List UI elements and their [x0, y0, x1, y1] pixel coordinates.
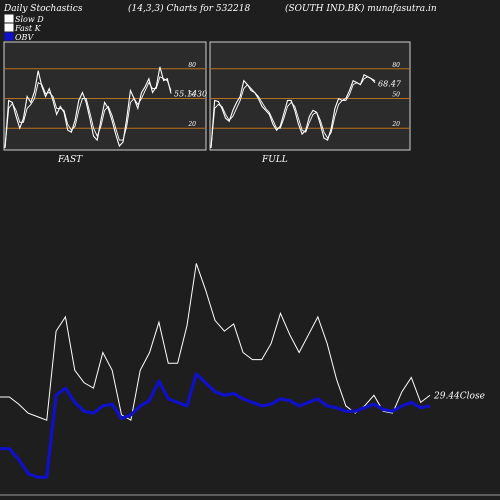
- legend-label-obv: OBV: [15, 33, 34, 42]
- full-series-line-2: [210, 76, 376, 149]
- full-panel-frame: [209, 41, 411, 151]
- legend-label-slow-d: Slow D: [15, 15, 44, 24]
- fast-panel-frame: [3, 41, 207, 151]
- header-right: (SOUTH IND.BK) munafasutra.in: [285, 3, 437, 14]
- full-series-line-1: [210, 73, 376, 149]
- full-level-label: 20: [391, 121, 400, 128]
- full-panel-title: FULL: [261, 155, 288, 165]
- price-close-line: [0, 263, 431, 421]
- fast-stochastic-panel: 80 50 20 55.1430 FAST: [3, 41, 207, 165]
- legend-label-fast-k: Fast K: [14, 24, 42, 33]
- header-left: Daily Stochastics: [3, 4, 83, 14]
- fast-last-value-label: 55.1430: [174, 90, 207, 99]
- fast-series-line-1: [4, 66, 172, 149]
- price-obv-panel: 29.44Close: [0, 263, 500, 496]
- legend-swatch-obv: [4, 32, 14, 41]
- full-level-label: 50: [392, 92, 400, 99]
- price-last-value-label: 29.44Close: [433, 391, 485, 401]
- fast-series-line-2: [4, 76, 172, 149]
- legend-swatch-fast-k: [4, 23, 14, 32]
- fast-level-label: 80: [188, 62, 196, 69]
- header-center: (14,3,3) Charts for 532218: [128, 3, 250, 14]
- obv-line: [0, 372, 431, 479]
- fast-panel-title: FAST: [57, 155, 83, 165]
- fast-level-label: 50: [188, 92, 196, 99]
- full-last-value-label: 68.47: [378, 80, 402, 89]
- full-stochastic-panel: 80 50 20 68.47 FULL: [209, 41, 411, 165]
- legend-swatch-slow-d: [4, 14, 14, 23]
- full-level-label: 80: [392, 62, 400, 69]
- fast-level-label: 20: [187, 121, 196, 128]
